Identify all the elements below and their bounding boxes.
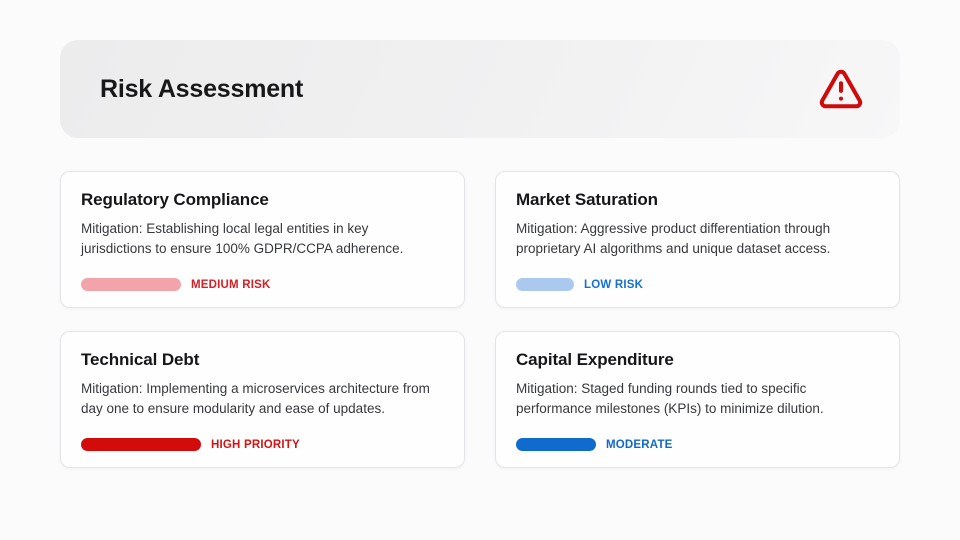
card-title: Regulatory Compliance (81, 190, 269, 209)
risk-level-label: LOW RISK (584, 278, 644, 291)
risk-level-bar (516, 438, 596, 451)
risk-card-market-saturation: Market Saturation Mitigation: Aggressive… (495, 171, 900, 308)
risk-level-label: HIGH PRIORITY (211, 438, 300, 451)
alert-triangle-icon (818, 66, 864, 112)
card-title: Market Saturation (516, 190, 658, 209)
card-mitigation-text: Mitigation: Establishing local legal ent… (81, 221, 404, 256)
card-mitigation-text: Mitigation: Staged funding rounds tied t… (516, 381, 824, 416)
card-mitigation-text: Mitigation: Implementing a microservices… (81, 381, 430, 416)
risk-assessment-header: Risk Assessment (60, 40, 900, 138)
risk-card-capital-expenditure: Capital Expenditure Mitigation: Staged f… (495, 331, 900, 468)
risk-level-bar (81, 278, 181, 291)
risk-cards-grid: Regulatory Compliance Mitigation: Establ… (60, 171, 900, 468)
risk-indicator-row: LOW RISK (516, 278, 879, 291)
risk-level-label: MEDIUM RISK (191, 278, 271, 291)
risk-level-bar (516, 278, 574, 291)
page-title: Risk Assessment (100, 74, 304, 103)
risk-level-bar (81, 438, 201, 451)
risk-indicator-row: MODERATE (516, 438, 879, 451)
risk-card-regulatory-compliance: Regulatory Compliance Mitigation: Establ… (60, 171, 465, 308)
card-mitigation-text: Mitigation: Aggressive product different… (516, 221, 831, 256)
risk-level-label: MODERATE (606, 438, 673, 451)
risk-indicator-row: MEDIUM RISK (81, 278, 444, 291)
card-title: Technical Debt (81, 350, 200, 369)
risk-card-technical-debt: Technical Debt Mitigation: Implementing … (60, 331, 465, 468)
risk-indicator-row: HIGH PRIORITY (81, 438, 444, 451)
card-title: Capital Expenditure (516, 350, 674, 369)
